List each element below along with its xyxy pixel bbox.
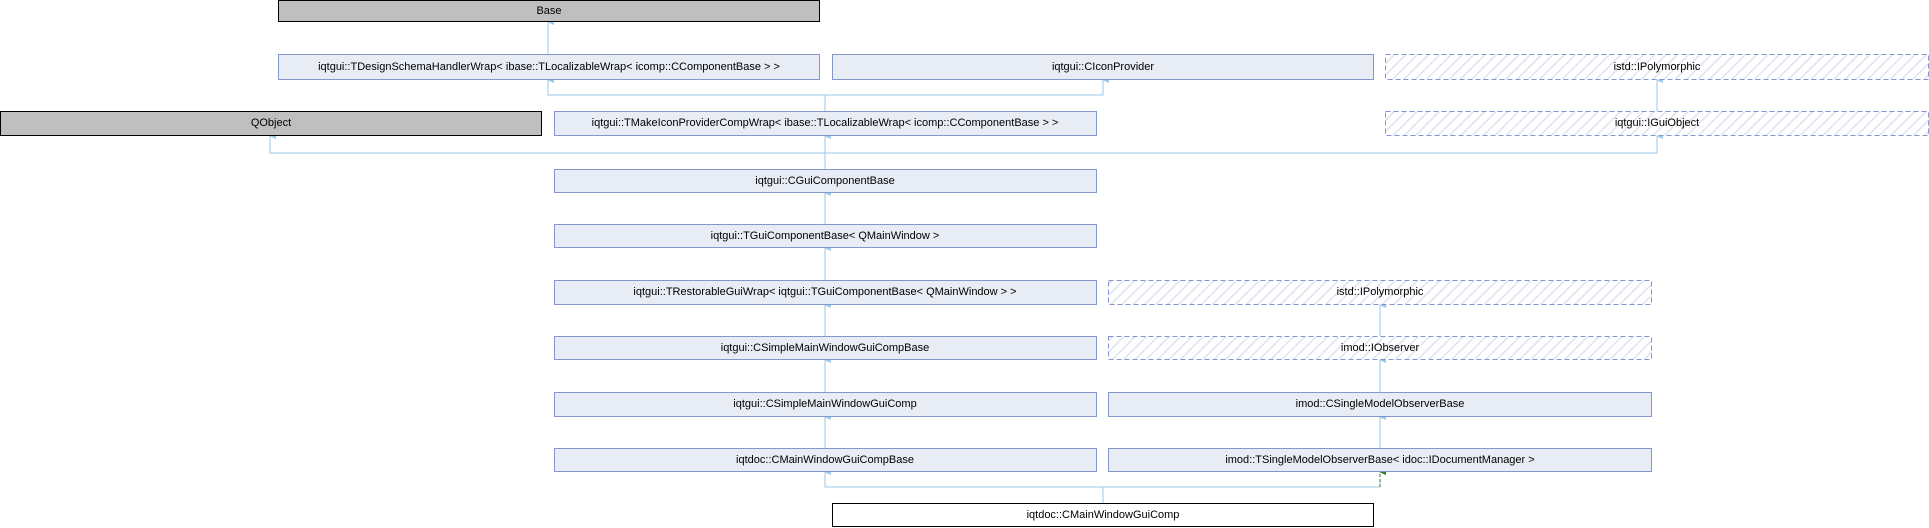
node-design-schema[interactable]: iqtgui::TDesignSchemaHandlerWrap< ibase:… — [278, 54, 820, 80]
edge-makeicon-to-iconprovider — [825, 77, 1109, 96]
svg-text:imod::IObserver: imod::IObserver — [1341, 342, 1420, 354]
node-restorable[interactable]: iqtgui::TRestorableGuiWrap< iqtgui::TGui… — [554, 280, 1097, 305]
edge-main-junction — [1103, 480, 1381, 488]
node-qobject[interactable]: QObject — [0, 111, 542, 136]
svg-text:istd::IPolymorphic: istd::IPolymorphic — [1614, 61, 1701, 73]
svg-text:iqtgui::CSimpleMainWindowGuiCo: iqtgui::CSimpleMainWindowGuiCompBase — [721, 342, 929, 354]
svg-text:iqtgui::TGuiComponentBase< QMa: iqtgui::TGuiComponentBase< QMainWindow > — [711, 230, 940, 242]
svg-text:iqtgui::IGuiObject: iqtgui::IGuiObject — [1615, 117, 1699, 129]
node-polymorphic-top[interactable]: istd::IPolymorphic — [1385, 54, 1929, 80]
edge-makeicon-to-design — [547, 77, 826, 111]
svg-text:Base: Base — [536, 5, 561, 17]
node-tgui-component-base[interactable]: iqtgui::TGuiComponentBase< QMainWindow > — [554, 224, 1097, 248]
node-observer[interactable]: imod::IObserver — [1108, 336, 1652, 360]
node-gui-component-base[interactable]: iqtgui::CGuiComponentBase — [554, 169, 1097, 193]
svg-text:iqtgui::CGuiComponentBase: iqtgui::CGuiComponentBase — [755, 175, 894, 187]
node-icon-provider[interactable]: iqtgui::CIconProvider — [832, 54, 1374, 80]
edge-guicomp-to-qobject — [269, 133, 826, 169]
node-tsingle-model-observer[interactable]: imod::TSingleModelObserverBase< idoc::ID… — [1108, 448, 1652, 472]
node-polymorphic-mid[interactable]: istd::IPolymorphic — [1108, 280, 1652, 305]
node-base[interactable]: Base — [278, 0, 820, 22]
svg-text:iqtgui::CIconProvider: iqtgui::CIconProvider — [1052, 61, 1154, 73]
svg-text:iqtgui::TRestorableGuiWrap< iq: iqtgui::TRestorableGuiWrap< iqtgui::TGui… — [633, 286, 1016, 298]
svg-text:istd::IPolymorphic: istd::IPolymorphic — [1337, 286, 1424, 298]
svg-text:iqtdoc::CMainWindowGuiComp: iqtdoc::CMainWindowGuiComp — [1027, 509, 1180, 521]
svg-text:iqtgui::TMakeIconProviderCompW: iqtgui::TMakeIconProviderCompWrap< ibase… — [592, 117, 1059, 129]
svg-text:iqtgui::TDesignSchemaHandlerWr: iqtgui::TDesignSchemaHandlerWrap< ibase:… — [318, 61, 780, 73]
svg-text:QObject: QObject — [251, 117, 291, 129]
edge-main-to-mainbase — [824, 469, 1104, 503]
edge-guicomp-to-guiobject — [825, 133, 1663, 154]
node-simple-main-base[interactable]: iqtgui::CSimpleMainWindowGuiCompBase — [554, 336, 1097, 360]
node-main-window: iqtdoc::CMainWindowGuiComp — [832, 503, 1374, 527]
svg-text:iqtdoc::CMainWindowGuiCompBase: iqtdoc::CMainWindowGuiCompBase — [736, 454, 914, 466]
svg-text:iqtgui::CSimpleMainWindowGuiCo: iqtgui::CSimpleMainWindowGuiComp — [733, 398, 916, 410]
node-single-model-observer[interactable]: imod::CSingleModelObserverBase — [1108, 392, 1652, 417]
svg-text:imod::CSingleModelObserverBase: imod::CSingleModelObserverBase — [1296, 398, 1465, 410]
edges — [269, 19, 1663, 503]
node-main-window-base[interactable]: iqtdoc::CMainWindowGuiCompBase — [554, 448, 1097, 472]
node-simple-main[interactable]: iqtgui::CSimpleMainWindowGuiComp — [554, 392, 1097, 417]
svg-text:imod::TSingleModelObserverBase: imod::TSingleModelObserverBase< idoc::ID… — [1225, 454, 1534, 466]
node-gui-object[interactable]: iqtgui::IGuiObject — [1385, 111, 1929, 136]
node-make-icon[interactable]: iqtgui::TMakeIconProviderCompWrap< ibase… — [554, 111, 1097, 136]
